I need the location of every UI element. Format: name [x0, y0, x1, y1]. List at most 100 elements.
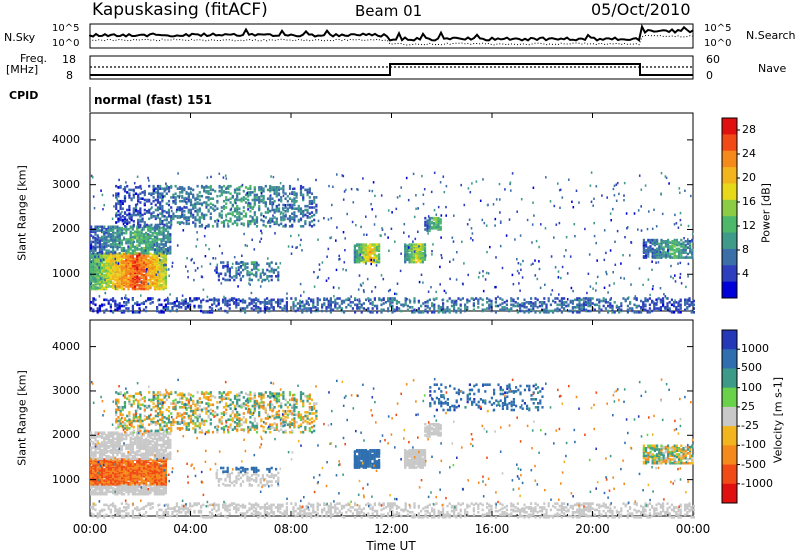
power-cell	[156, 255, 159, 258]
power-cell	[300, 238, 302, 242]
power-cell	[410, 259, 413, 263]
power-cell	[228, 307, 231, 310]
power-cell	[147, 250, 150, 254]
power-cell	[211, 298, 214, 302]
power-cell	[170, 221, 173, 224]
power-cell	[220, 213, 223, 217]
power-cell	[125, 240, 128, 244]
power-cell	[285, 297, 288, 300]
power-cell	[348, 298, 351, 301]
power-cell	[190, 211, 192, 215]
power-cell	[127, 271, 130, 274]
power-cell	[325, 279, 328, 282]
power-cell	[266, 275, 269, 278]
power-cell	[142, 256, 145, 259]
velocity-cell	[109, 460, 112, 464]
power-cell	[159, 196, 162, 199]
power-cell	[170, 196, 173, 199]
power-cell	[263, 301, 266, 304]
power-cell	[516, 297, 519, 300]
power-cell	[578, 297, 581, 300]
power-cell	[582, 308, 585, 312]
power-cell	[685, 255, 688, 258]
power-cell	[516, 269, 519, 273]
power-cell	[127, 257, 130, 261]
power-cell	[277, 278, 280, 282]
power-cell	[140, 302, 143, 305]
power-cell	[649, 241, 652, 244]
power-cell	[151, 297, 154, 300]
power-cell	[162, 225, 165, 229]
power-cell	[121, 210, 123, 214]
power-cell	[162, 255, 165, 258]
power-cell	[435, 225, 438, 229]
power-cell	[200, 304, 203, 308]
power-cell	[266, 306, 269, 309]
power-cell	[356, 259, 359, 263]
power-cell	[367, 259, 370, 263]
power-cell	[530, 297, 533, 300]
power-cell	[141, 191, 144, 194]
power-cell	[148, 208, 151, 212]
power-cell	[365, 298, 368, 302]
power-cell	[404, 297, 407, 300]
power-cell	[305, 299, 308, 303]
power-cell	[103, 236, 106, 240]
power-cell	[273, 186, 276, 189]
power-cell	[211, 188, 215, 192]
power-cell	[267, 219, 270, 223]
power-cell	[236, 218, 239, 222]
power-cell	[437, 216, 440, 220]
power-cell	[686, 246, 689, 249]
power-cell	[279, 298, 282, 302]
power-cell	[364, 243, 367, 246]
power-cell	[659, 306, 662, 309]
power-cell	[98, 239, 101, 242]
power-cell	[255, 264, 258, 268]
power-cell	[307, 297, 310, 300]
power-cell	[244, 244, 247, 247]
power-cell	[692, 307, 695, 310]
power-cell	[121, 218, 124, 222]
power-cell	[227, 198, 230, 202]
power-cell	[112, 283, 115, 287]
power-cell	[162, 234, 165, 237]
power-cell	[313, 201, 316, 204]
power-cell	[279, 306, 282, 309]
power-cell	[647, 246, 650, 249]
power-cell	[120, 252, 123, 256]
power-cell	[147, 270, 150, 273]
power-cell	[205, 196, 208, 199]
power-cell	[494, 217, 497, 221]
power-cell	[165, 184, 168, 188]
power-cell	[120, 239, 123, 242]
power-cell	[280, 222, 283, 226]
power-cell	[670, 275, 672, 278]
power-cell	[674, 280, 677, 283]
power-cell	[116, 225, 119, 229]
power-cell	[109, 235, 112, 239]
power-cell	[224, 309, 227, 313]
power-cell	[189, 190, 192, 193]
power-cell	[253, 218, 256, 222]
power-cell	[415, 194, 417, 197]
power-cell	[116, 273, 119, 277]
power-cell	[340, 302, 343, 305]
power-cell	[412, 240, 414, 243]
power-cell	[358, 298, 361, 301]
power-cell	[680, 256, 683, 259]
power-cell	[510, 307, 513, 310]
power-cell	[120, 309, 123, 313]
power-cell	[445, 205, 447, 209]
power-cell	[672, 277, 674, 280]
power-cell	[538, 267, 541, 271]
power-cell	[358, 254, 361, 258]
power-cell	[373, 223, 376, 226]
power-cell	[170, 184, 173, 188]
power-cell	[363, 233, 365, 236]
power-cell	[417, 250, 420, 254]
power-cell	[682, 245, 685, 248]
power-cell	[395, 302, 398, 305]
power-cell	[578, 201, 580, 204]
power-cell	[217, 302, 220, 305]
